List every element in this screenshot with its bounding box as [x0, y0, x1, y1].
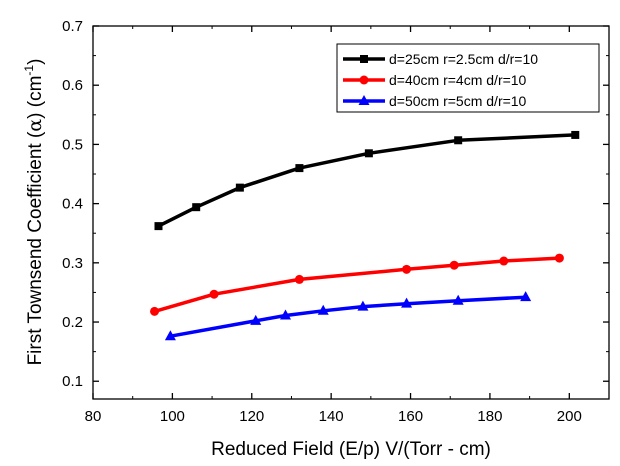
- legend-marker-3: [358, 95, 370, 105]
- plot-frame: [92, 25, 610, 400]
- series-3-point: [520, 291, 532, 302]
- legend-label-3: d=50cm r=5cm d/r=10: [389, 93, 527, 109]
- x-tick-label: 160: [398, 408, 423, 425]
- series-3-point: [401, 297, 413, 308]
- series-3-point: [357, 300, 369, 311]
- series-2-line: [154, 256, 560, 314]
- x-tick-label: 180: [477, 408, 502, 425]
- series-3-point: [452, 294, 464, 305]
- series-1-point: [154, 222, 163, 231]
- series-2-point: [554, 253, 564, 263]
- series-2-point: [209, 289, 219, 299]
- x-tick-label: 200: [557, 408, 582, 425]
- y-tick-label: 0.6: [62, 77, 83, 94]
- series-3-line: [170, 295, 526, 338]
- series-2: [150, 253, 564, 316]
- y-tick-label: 0.1: [62, 373, 83, 390]
- x-tick-label: 100: [160, 408, 185, 425]
- series-1-point: [295, 164, 304, 173]
- y-axis-title: First Townsend Coefficient (α) (cm-1): [22, 59, 46, 366]
- y-tick-label: 0.5: [62, 136, 83, 153]
- legend-marker-1: [360, 55, 368, 63]
- series-2-point: [499, 256, 509, 266]
- x-axis: 80 100 120 140 160 180 200: [85, 26, 582, 425]
- series-3-point: [280, 309, 292, 320]
- series-1-point: [235, 183, 244, 192]
- y-axis-title-exponent: -1: [22, 65, 36, 76]
- series-layer: [150, 130, 580, 341]
- x-tick-label: 80: [85, 408, 102, 425]
- series-3-point: [164, 330, 176, 341]
- legend-label-2: d=40cm r=4cm d/r=10: [389, 72, 527, 88]
- series-3-point: [250, 314, 262, 325]
- series-3-point: [317, 304, 329, 315]
- y-axis: 0.1 0.2 0.3 0.4 0.5 0.6 0.7: [62, 18, 609, 390]
- y-axis-title-alpha: α: [24, 119, 46, 132]
- series-2-point: [150, 306, 160, 316]
- plot-frame-group: [92, 25, 610, 400]
- y-axis-title-unit: ) (cm: [25, 76, 46, 119]
- legend-label-1: d=25cm r=2.5cm d/r=10: [389, 51, 538, 67]
- series-1-line: [157, 133, 576, 228]
- y-tick-label: 0.3: [62, 255, 83, 272]
- x-tick-label: 120: [239, 408, 264, 425]
- y-tick-label: 0.7: [62, 18, 83, 35]
- legend: d=25cm r=2.5cm d/r=10 d=40cm r=4cm d/r=10…: [336, 43, 600, 113]
- series-2-point: [294, 274, 304, 284]
- y-tick-label: 0.4: [62, 196, 83, 213]
- x-axis-title: Reduced Field (E/p) V/(Torr - cm): [211, 439, 491, 460]
- series-1-point: [571, 130, 580, 139]
- series-1: [154, 130, 580, 231]
- series-3: [164, 291, 532, 341]
- series-2-point: [449, 260, 459, 270]
- y-axis-title-main: First Townsend Coefficient (: [25, 131, 46, 365]
- y-axis-title-close: ): [25, 59, 46, 65]
- series-1-point: [364, 149, 373, 158]
- y-tick-label: 0.2: [62, 314, 83, 331]
- series-1-point: [192, 203, 201, 212]
- legend-marker-2: [359, 75, 369, 85]
- series-1-point: [454, 136, 463, 145]
- x-tick-label: 140: [319, 408, 344, 425]
- series-2-point: [402, 264, 412, 274]
